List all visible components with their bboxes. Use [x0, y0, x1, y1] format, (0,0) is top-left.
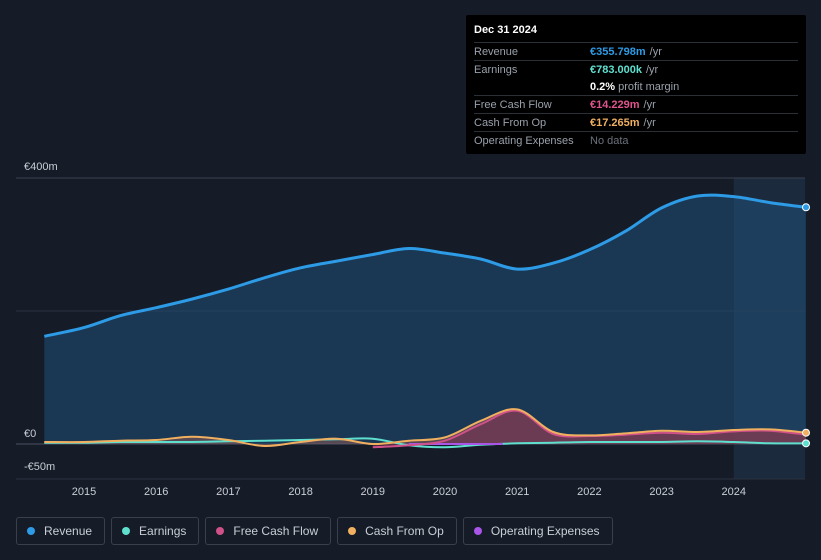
x-tick-label: 2015 — [72, 486, 96, 498]
x-axis-ticks: 2015 2016 2017 2018 2019 2020 2021 2022 2023 2024 — [72, 486, 746, 498]
tooltip-label: Free Cash Flow — [474, 98, 552, 111]
legend-label: Free Cash Flow — [233, 524, 319, 538]
tooltip-row-operating-expenses: Operating Expenses No data — [474, 131, 798, 149]
revenue-area — [44, 195, 807, 444]
tooltip-unit: profit margin — [618, 80, 680, 93]
legend-item-revenue[interactable]: Revenue — [16, 517, 106, 545]
tooltip-unit: /yr — [643, 98, 656, 111]
tooltip-value: €17.265m — [590, 116, 640, 129]
tooltip-row-cash-from-op: Cash From Op €17.265m /yr — [474, 113, 798, 131]
tooltip-label: Revenue — [474, 45, 519, 58]
tooltip-unit: /yr — [649, 45, 662, 58]
tooltip-date: Dec 31 2024 — [474, 24, 537, 36]
revenue-line — [43, 193, 807, 338]
x-tick-label: 2016 — [144, 486, 168, 498]
x-tick-label: 2020 — [433, 486, 457, 498]
tooltip-row-free-cash-flow: Free Cash Flow €14.229m /yr — [474, 95, 798, 113]
legend: Revenue Earnings Free Cash Flow Cash Fro… — [16, 517, 613, 545]
tooltip-row-revenue: Revenue €355.798m /yr — [474, 42, 798, 60]
tooltip-unit: /yr — [643, 116, 656, 129]
cash-from-op-line — [44, 408, 807, 448]
legend-label: Earnings — [139, 524, 187, 538]
earnings-end-marker — [802, 439, 810, 448]
tooltip-unit: /yr — [646, 63, 659, 76]
tooltip-value: €14.229m — [590, 98, 640, 111]
free-cash-flow-area — [372, 410, 806, 448]
tooltip-row-profit-margin: 0.2% profit margin — [474, 78, 798, 95]
legend-label: Cash From Op — [365, 524, 444, 538]
legend-dot-icon — [122, 527, 131, 535]
legend-dot-icon — [27, 527, 35, 535]
tooltip-label: Cash From Op — [474, 116, 547, 129]
tooltip-value: 0.2% — [590, 80, 616, 93]
tooltip-value: €355.798m — [590, 45, 646, 58]
legend-item-cash-from-op[interactable]: Cash From Op — [337, 517, 457, 545]
legend-item-free-cash-flow[interactable]: Free Cash Flow — [205, 517, 332, 545]
x-tick-label: 2024 — [722, 486, 746, 498]
x-tick-label: 2022 — [577, 486, 601, 498]
x-tick-label: 2023 — [649, 486, 673, 498]
tooltip: Dec 31 2024 Revenue €355.798m /yr Earnin… — [466, 15, 806, 154]
earnings-line — [44, 437, 807, 449]
legend-item-operating-expenses[interactable]: Operating Expenses — [462, 517, 613, 545]
legend-label: Operating Expenses — [490, 524, 600, 538]
y-tick-label: €400m — [24, 161, 58, 173]
y-tick-label: -€50m — [24, 461, 55, 473]
legend-dot-icon — [348, 527, 357, 535]
legend-dot-icon — [216, 527, 225, 535]
legend-label: Revenue — [44, 524, 93, 538]
tooltip-label: Earnings — [474, 63, 518, 76]
tooltip-value: No data — [590, 134, 629, 147]
x-tick-label: 2017 — [216, 486, 240, 498]
x-tick-label: 2019 — [361, 486, 385, 498]
revenue-end-marker — [802, 203, 810, 212]
x-tick-label: 2018 — [288, 486, 312, 498]
x-tick-label: 2021 — [505, 486, 529, 498]
y-tick-label: €0 — [24, 428, 36, 440]
tooltip-row-earnings: Earnings €783.000k /yr — [474, 60, 798, 78]
cash-from-op-end-marker — [802, 428, 810, 437]
legend-dot-icon — [473, 527, 482, 535]
legend-item-earnings[interactable]: Earnings — [111, 517, 200, 545]
tooltip-value: €783.000k — [590, 63, 642, 76]
tooltip-label: Operating Expenses — [474, 134, 574, 147]
